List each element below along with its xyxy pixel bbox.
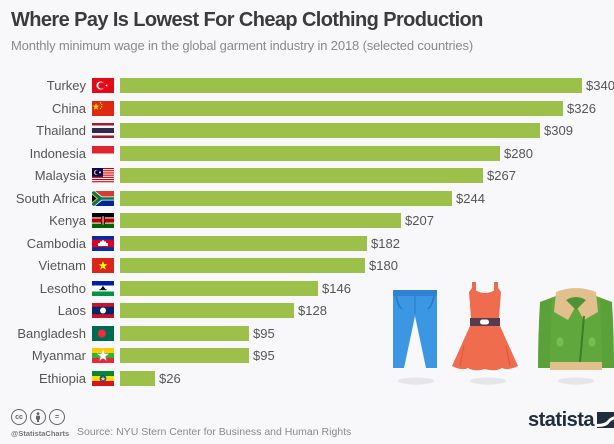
country-label: Bangladesh [17,325,86,341]
country-label: Myanmar [31,348,86,363]
bar [120,258,365,273]
jeans-icon [393,290,437,368]
jacket-icon [538,288,614,370]
attribution-person-icon[interactable] [30,409,46,425]
value-label: $207 [405,213,434,228]
statista-logo[interactable]: statista [528,408,614,432]
bar-row: Bangladesh $95 [0,325,614,341]
flag-laos-icon [92,303,114,318]
country-label: Malaysia [34,168,86,183]
flag-bangladesh-icon [92,325,114,341]
flag-indonesia-icon [92,145,114,161]
creative-commons-icon[interactable]: cc [11,409,27,425]
country-label: Lesotho [39,280,86,296]
clothing-illustration [393,282,614,385]
bar [120,280,318,296]
value-label: $244 [456,190,485,206]
bar [120,213,401,228]
flag-south-africa-icon [92,190,114,206]
bar [120,348,249,363]
twitter-handle[interactable]: @StatistaCharts [11,429,70,438]
bar-row: Myanmar $95 [0,348,614,363]
flag-thailand-icon [92,123,114,138]
country-label: Vietnam [38,258,86,273]
dress-icon [452,282,518,371]
value-label: $326 [567,100,596,116]
country-label: Thailand [36,123,86,138]
bar [120,325,249,341]
shadow-icons [398,377,594,385]
flag-cambodia-icon [92,235,114,251]
flag-vietnam-icon [92,258,114,273]
value-label: $340 [586,78,614,93]
flag-turkey-icon [92,78,114,93]
bar-row: Laos $128 [0,303,614,318]
value-label: $95 [253,348,275,363]
no-derivatives-icon[interactable]: = [49,409,65,425]
value-label: $26 [159,370,181,386]
bar-row: Malaysia $267 [0,168,614,183]
bar [120,370,155,386]
bar [120,190,452,206]
country-label: China [52,100,86,116]
value-label: $180 [369,258,398,273]
license-icons: cc = [11,409,65,425]
bar-row: Cambodia $182 [0,235,614,251]
country-label: Kenya [49,213,86,228]
flag-china-icon [92,100,114,116]
value-label: $182 [371,235,400,251]
statista-logo-text: statista [528,408,595,431]
country-label: Turkey [46,78,86,93]
flag-ethiopia-icon [92,370,114,386]
bar [120,168,483,183]
flag-lesotho-icon [92,280,114,296]
flag-kenya-icon [92,213,114,228]
bar-row: Ethiopia $26 [0,370,614,386]
bar [120,235,367,251]
value-label: $128 [298,303,327,318]
value-label: $309 [544,123,573,138]
bar-row: Indonesia $280 [0,145,614,161]
country-label: Ethiopia [39,370,86,386]
flag-malaysia-icon [92,168,114,183]
bar [120,100,563,116]
bar-row: Lesotho $146 [0,280,614,296]
bar [120,123,540,138]
value-label: $267 [487,168,516,183]
bar [120,78,582,93]
bar-row: Vietnam $180 [0,258,614,273]
value-label: $280 [504,145,533,161]
bar-row: Kenya $207 [0,213,614,228]
country-label: Indonesia [29,145,86,161]
country-label: South Africa [15,190,86,206]
bar-row: Turkey $340 [0,78,614,93]
statista-logo-icon [597,412,614,428]
bar [120,145,500,161]
bar-row: Thailand $309 [0,123,614,138]
chart-title: Where Pay Is Lowest For Cheap Clothing P… [11,9,483,31]
flag-myanmar-icon [92,348,114,363]
country-label: Cambodia [26,235,86,251]
bar-row: China $326 [0,100,614,116]
bar-row: South Africa $244 [0,190,614,206]
value-label: $95 [253,325,275,341]
source-note: Source: NYU Stern Center for Business an… [77,426,352,438]
bar [120,303,294,318]
value-label: $146 [322,280,351,296]
country-label: Laos [57,303,86,318]
chart-subtitle: Monthly minimum wage in the global garme… [11,38,474,53]
